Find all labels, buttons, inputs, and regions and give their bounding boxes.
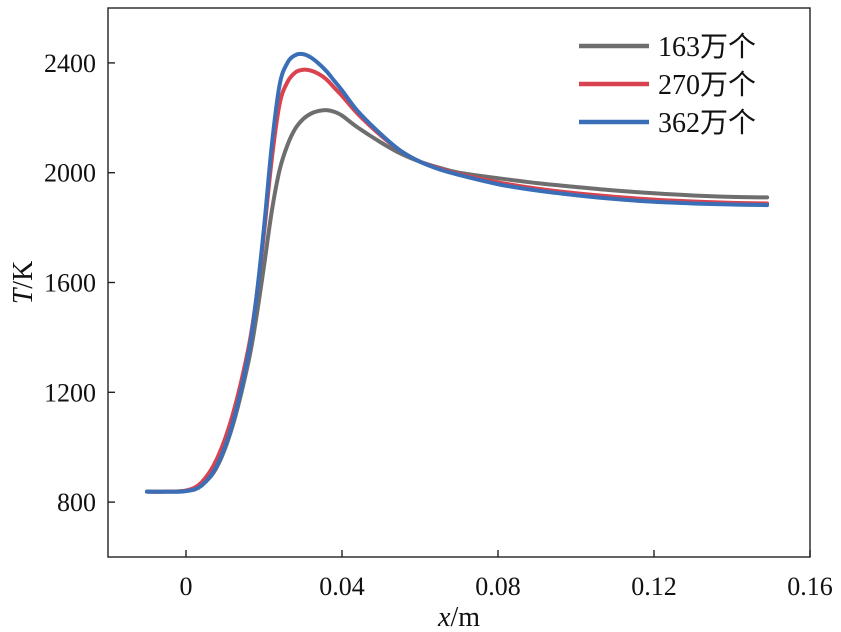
legend-label-2: 270万个: [658, 70, 756, 101]
y-tick-label: 2400: [44, 49, 96, 78]
legend: 163万个 270万个 362万个: [579, 32, 756, 139]
series-line-1: [145, 108, 770, 494]
x-tick-label: 0.16: [787, 572, 833, 601]
y-tick-label: 800: [57, 488, 96, 517]
legend-label-1: 163万个: [658, 32, 756, 63]
x-axis-variable: x: [437, 602, 451, 632]
x-tick-label: 0.12: [631, 572, 677, 601]
x-tick-label: 0: [180, 572, 193, 601]
y-axis-unit: /K: [8, 261, 39, 289]
series-line-3: [145, 51, 770, 494]
x-tick-label: 0.08: [475, 572, 521, 601]
y-tick-label: 2000: [44, 159, 96, 188]
series-layer: [145, 51, 770, 494]
x-tick-label: 0.04: [319, 572, 365, 601]
ticks-layer: 0 0.04 0.08 0.12 0.16 800 1200 1600 2000 2400: [44, 49, 833, 601]
y-tick-label: 1200: [44, 378, 96, 407]
y-axis-label: T/K: [8, 261, 39, 305]
y-tick-label: 1600: [44, 269, 96, 298]
x-axis-unit: /m: [450, 602, 480, 632]
y-axis-variable: T: [8, 286, 39, 304]
x-axis-label: x/m: [437, 602, 480, 632]
legend-label-3: 362万个: [658, 108, 756, 139]
